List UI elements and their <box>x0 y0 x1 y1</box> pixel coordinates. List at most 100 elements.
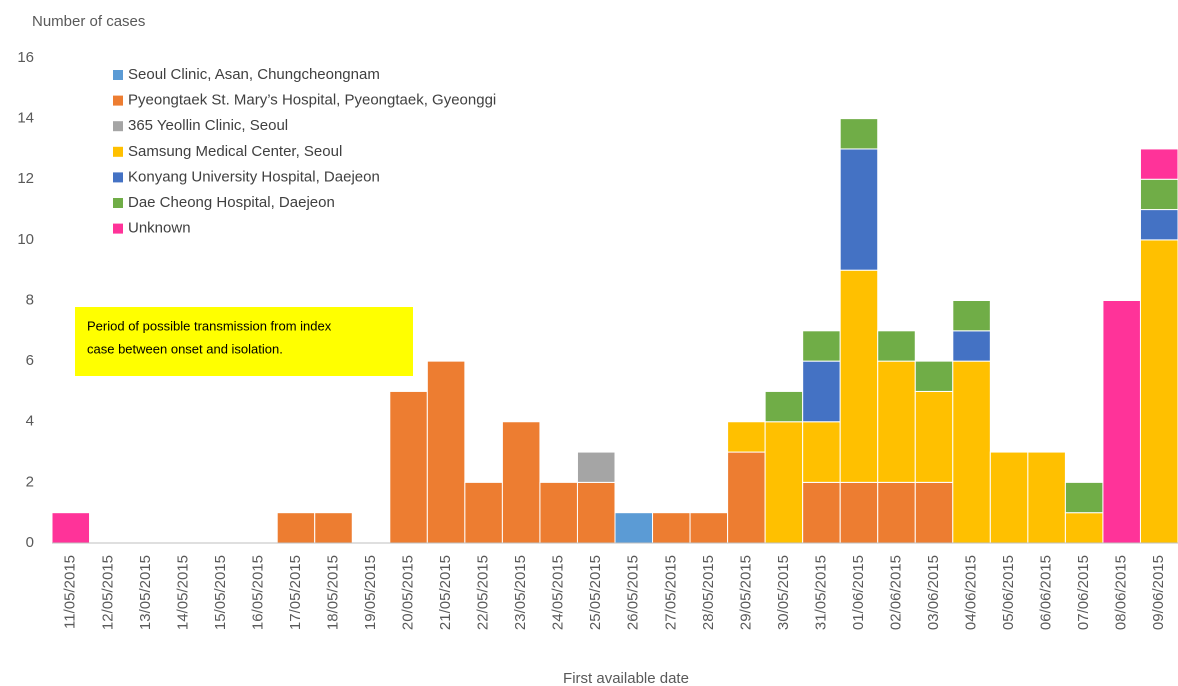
bar-segment <box>576 481 616 544</box>
bar-segment <box>389 390 428 544</box>
bar-segment <box>1102 300 1141 544</box>
bar-segment <box>652 512 691 544</box>
bar-segment <box>839 148 879 271</box>
bar-segment <box>877 481 916 544</box>
bar-segment <box>764 390 804 423</box>
bar-segment <box>576 451 616 483</box>
bar-segment <box>877 330 916 362</box>
bar-segment <box>802 330 841 362</box>
x-tick-label: 14/05/2015 <box>174 555 191 630</box>
bar-segment <box>1027 451 1066 544</box>
bar-segment <box>539 481 578 544</box>
bar-segment <box>727 451 766 544</box>
x-tick-label: 26/05/2015 <box>625 555 642 630</box>
legend-swatch <box>113 223 123 234</box>
y-tick-label: 2 <box>26 473 34 490</box>
x-tick-label: 23/05/2015 <box>512 555 529 630</box>
bar-segment <box>802 481 841 544</box>
x-tick-label: 29/05/2015 <box>737 555 754 630</box>
y-tick-label: 6 <box>26 352 34 369</box>
x-tick-label: 15/05/2015 <box>212 555 229 630</box>
bar-segment <box>1139 178 1178 211</box>
y-tick-label: 10 <box>17 231 34 248</box>
bar-segment <box>764 421 804 544</box>
bar-segment <box>802 360 841 423</box>
bar-segment <box>914 390 954 483</box>
legend-swatch <box>113 70 123 80</box>
legend-swatch <box>113 172 123 183</box>
y-axis-title: Number of cases <box>32 13 145 30</box>
bar-segment <box>1139 239 1178 544</box>
bar-segment <box>727 421 766 453</box>
legend-text: Unknown <box>128 220 191 237</box>
y-tick-label: 4 <box>26 413 34 430</box>
bar-segment <box>914 481 954 544</box>
x-tick-label: 30/05/2015 <box>775 555 792 630</box>
bar-segment <box>914 360 954 392</box>
bar-segment <box>839 481 879 544</box>
x-tick-label: 06/06/2015 <box>1038 555 1055 630</box>
bar-segment <box>51 512 91 544</box>
legend-text: Dae Cheong Hospital, Daejeon <box>128 194 335 211</box>
bar-segment <box>501 421 541 544</box>
x-tick-label: 11/05/2015 <box>62 555 79 629</box>
x-tick-label: 02/06/2015 <box>887 555 904 630</box>
legend-swatch <box>113 121 123 132</box>
x-tick-label: 09/06/2015 <box>1150 555 1167 630</box>
bar-segment <box>839 118 879 150</box>
x-tick-label: 13/05/2015 <box>137 555 154 630</box>
x-tick-label: 24/05/2015 <box>550 555 567 630</box>
x-tick-label: 31/05/2015 <box>812 555 829 630</box>
y-tick-label: 0 <box>26 534 34 551</box>
x-tick-label: 16/05/2015 <box>249 555 266 630</box>
x-tick-label: 05/06/2015 <box>1000 555 1017 630</box>
y-tick-label: 14 <box>17 110 34 127</box>
x-tick-label: 19/05/2015 <box>362 555 379 630</box>
bar-segment <box>1064 481 1104 514</box>
bar-segment <box>952 330 991 362</box>
legend-text: Samsung Medical Center, Seoul <box>128 143 342 160</box>
x-tick-label: 01/06/2015 <box>850 555 867 630</box>
x-tick-label: 04/06/2015 <box>963 555 980 630</box>
bar-segment <box>877 360 916 483</box>
bar-segment <box>614 512 654 544</box>
bar-segment <box>314 512 353 544</box>
y-tick-label: 16 <box>17 49 34 66</box>
bar-segment <box>839 269 879 483</box>
x-tick-label: 08/06/2015 <box>1113 555 1130 630</box>
y-tick-label: 12 <box>17 170 34 187</box>
legend-text: 365 Yeollin Clinic, Seoul <box>128 117 288 134</box>
x-tick-label: 25/05/2015 <box>587 555 604 630</box>
bar-segment <box>989 451 1029 544</box>
bar-segment <box>276 512 316 544</box>
x-tick-label: 20/05/2015 <box>400 555 417 630</box>
x-tick-label: 07/06/2015 <box>1075 555 1092 630</box>
bar-segment <box>802 421 841 483</box>
legend-text: Konyang University Hospital, Daejeon <box>128 168 380 185</box>
annotation-box <box>75 307 413 376</box>
bar-segment <box>1139 209 1178 241</box>
x-tick-label: 28/05/2015 <box>700 555 717 630</box>
x-tick-label: 03/06/2015 <box>925 555 942 630</box>
legend-swatch <box>113 146 123 157</box>
x-tick-label: 18/05/2015 <box>324 555 341 630</box>
x-tick-label: 21/05/2015 <box>437 555 454 630</box>
x-axis-title: First available date <box>563 670 689 686</box>
bar-segment <box>426 360 466 544</box>
legend-swatch <box>113 198 123 208</box>
bar-segment <box>1064 512 1104 544</box>
annotation: case between onset and isolation. <box>87 341 283 356</box>
x-tick-label: 22/05/2015 <box>475 555 492 630</box>
bar-segment <box>464 481 503 544</box>
bar-segment <box>689 512 729 544</box>
legend-swatch <box>113 95 123 106</box>
bar-segment <box>952 300 991 332</box>
x-tick-label: 17/05/2015 <box>287 555 304 630</box>
legend-text: Seoul Clinic, Asan, Chungcheongnam <box>128 66 380 83</box>
annotation: Period of possible transmission from ind… <box>87 318 332 333</box>
x-tick-label: 27/05/2015 <box>662 555 679 630</box>
bar-segment <box>952 360 991 544</box>
bar-segment <box>1139 148 1178 180</box>
y-tick-label: 8 <box>26 291 34 308</box>
